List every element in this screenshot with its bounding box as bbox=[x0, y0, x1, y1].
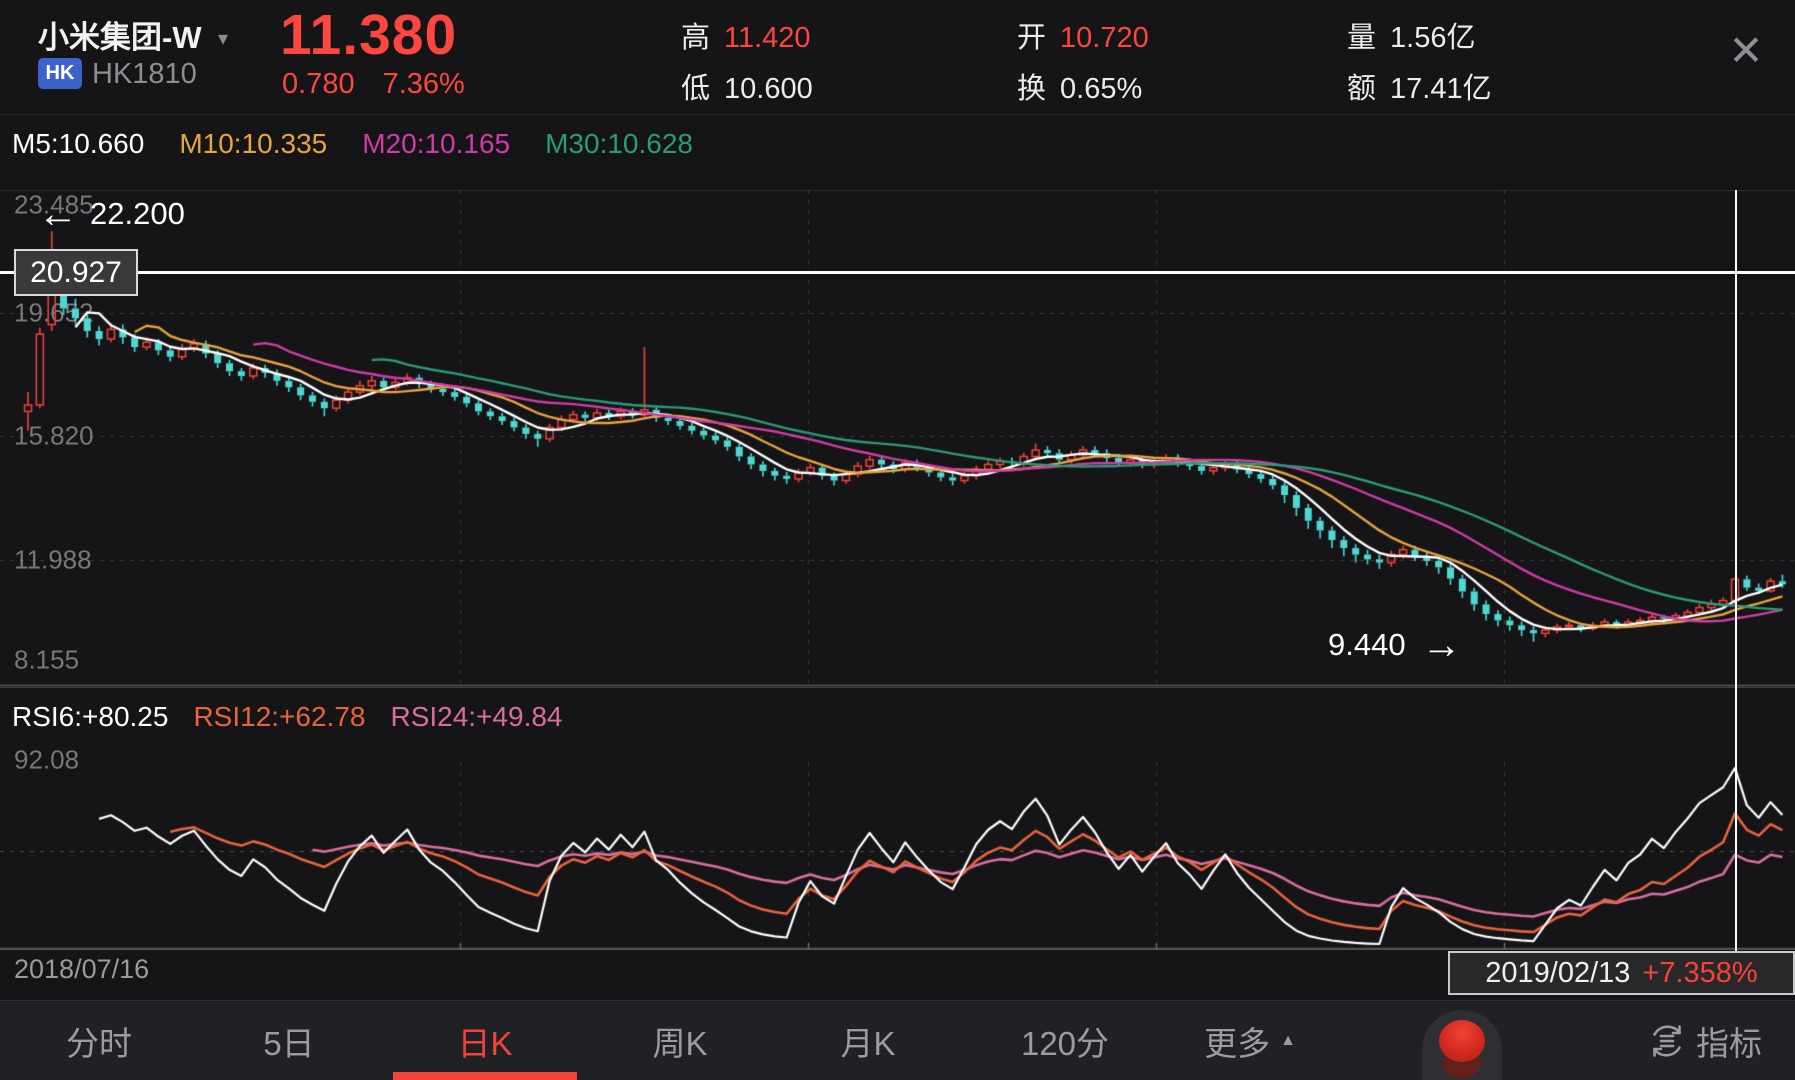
indicator-button[interactable]: 指标 bbox=[1648, 1017, 1762, 1065]
header: 小米集团-W ▾ HK HK1810 11.380 0.780 7.36% 高 … bbox=[0, 0, 1795, 114]
market-badge: HK bbox=[38, 58, 82, 89]
stock-dropdown-icon[interactable]: ▾ bbox=[218, 28, 229, 50]
chart-rsi-divider bbox=[0, 687, 1795, 688]
open-label: 开 bbox=[1017, 22, 1047, 54]
rsi6-legend: RSI6:+80.25 bbox=[12, 701, 169, 732]
reference-price-line bbox=[0, 271, 1795, 274]
ma-legend: M5:10.660 M10:10.335 M20:10.165 M30:10.6… bbox=[12, 128, 693, 160]
stats-col-2: 开 10.720 换 0.65% bbox=[1017, 14, 1149, 107]
price-change: 0.780 bbox=[282, 68, 355, 100]
left-arrow-icon: ← bbox=[38, 192, 78, 236]
price-change-pct: 7.36% bbox=[382, 68, 465, 100]
tab-monthly-k[interactable]: 月K bbox=[840, 1024, 896, 1062]
low-annotation-value: 9.440 bbox=[1328, 627, 1406, 662]
rsi12-legend: RSI12:+62.78 bbox=[193, 701, 366, 732]
high-value: 11.420 bbox=[724, 22, 811, 54]
high-label: 高 bbox=[681, 22, 711, 54]
volume-value: 1.56亿 bbox=[1390, 22, 1476, 54]
tab-5day[interactable]: 5日 bbox=[263, 1024, 315, 1062]
tab-weekly-k[interactable]: 周K bbox=[652, 1024, 708, 1062]
record-dot-icon bbox=[1439, 1020, 1485, 1062]
header-divider bbox=[0, 114, 1795, 115]
low-value: 10.600 bbox=[724, 73, 813, 105]
active-tab-underline bbox=[393, 1072, 577, 1080]
rsi24-legend: RSI24:+49.84 bbox=[390, 701, 563, 732]
crosshair-date: 2019/02/13 bbox=[1485, 956, 1631, 989]
reference-price-box: 20.927 bbox=[14, 249, 138, 296]
candlestick-chart-canvas[interactable] bbox=[0, 190, 1795, 687]
rsi-chart-canvas[interactable] bbox=[0, 762, 1795, 950]
indicator-label: 指标 bbox=[1696, 1024, 1762, 1062]
tab-more[interactable]: 更多 ▲ bbox=[1204, 1017, 1296, 1065]
ma5-legend: M5:10.660 bbox=[12, 128, 145, 159]
ma20-legend: M20:10.165 bbox=[362, 128, 511, 159]
ma10-legend: M10:10.335 bbox=[179, 128, 328, 159]
crosshair-change-pct: +7.358% bbox=[1642, 956, 1758, 989]
crosshair-date-box: 2019/02/13 +7.358% bbox=[1448, 951, 1795, 995]
amount-value: 17.41亿 bbox=[1390, 73, 1492, 105]
low-annotation: 9.440 → bbox=[1328, 625, 1462, 665]
high-annotation-value: 22.200 bbox=[90, 196, 185, 231]
open-value: 10.720 bbox=[1060, 22, 1149, 54]
low-label: 低 bbox=[681, 73, 711, 105]
close-icon[interactable]: ✕ bbox=[1728, 26, 1764, 74]
rsi-legend: RSI6:+80.25 RSI12:+62.78 RSI24:+49.84 bbox=[12, 701, 563, 733]
tab-120min[interactable]: 120分 bbox=[1020, 1024, 1110, 1062]
chevron-up-icon: ▲ bbox=[1280, 1031, 1296, 1049]
crosshair-vertical-line[interactable] bbox=[1735, 190, 1737, 952]
bottom-nav: 分时 5日 日K 周K 月K 120分 更多 ▲ bbox=[0, 1000, 1795, 1080]
chart-start-date: 2018/07/16 bbox=[14, 954, 150, 984]
stats-col-3: 量 1.56亿 额 17.41亿 bbox=[1347, 14, 1492, 107]
right-arrow-icon: → bbox=[1421, 623, 1462, 667]
record-button[interactable] bbox=[1422, 1010, 1502, 1080]
volume-label: 量 bbox=[1347, 22, 1377, 54]
stats-col-1: 高 11.420 低 10.600 bbox=[681, 14, 813, 107]
turnover-label: 换 bbox=[1017, 73, 1047, 105]
ma30-legend: M30:10.628 bbox=[545, 128, 693, 159]
amount-label: 额 bbox=[1347, 73, 1377, 105]
tab-daily-k[interactable]: 日K bbox=[457, 1024, 513, 1062]
stock-code: HK1810 bbox=[92, 58, 197, 90]
more-label: 更多 bbox=[1204, 1024, 1271, 1062]
turnover-value: 0.65% bbox=[1060, 73, 1143, 105]
price-change-row: 0.780 7.36% bbox=[282, 68, 465, 101]
high-annotation: ← 22.200 bbox=[38, 194, 185, 234]
last-price: 11.380 bbox=[280, 3, 458, 67]
indicator-icon bbox=[1648, 1022, 1686, 1060]
stock-name[interactable]: 小米集团-W bbox=[38, 20, 202, 55]
tab-timeline[interactable]: 分时 bbox=[66, 1024, 132, 1062]
